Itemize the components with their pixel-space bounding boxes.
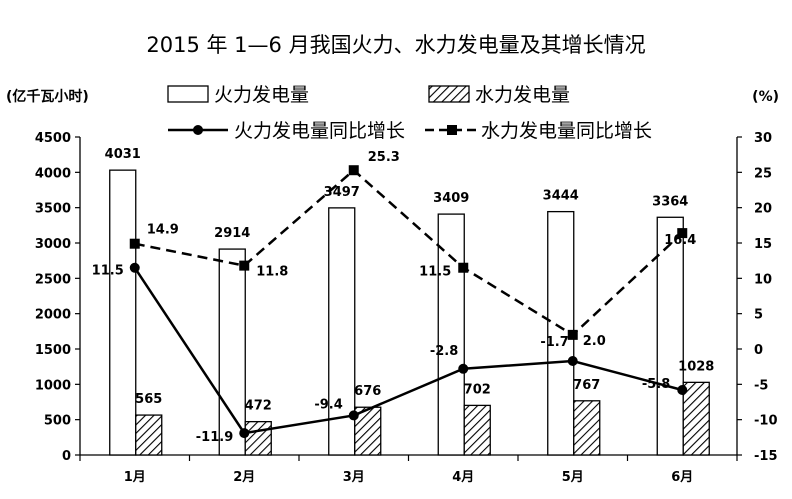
data-label-hydro-output: 767 [573,378,600,393]
data-label-thermal-output: 3444 [543,189,579,204]
legend-item-hydro-output: 水力发电量 [428,84,570,106]
x-tick-label: 1月 [124,470,146,485]
legend-label-thermal-growth: 火力发电量同比增长 [234,120,405,142]
data-label-hydro-output: 565 [135,392,162,407]
point-hydro-growth [348,165,359,176]
point-hydro-growth [129,238,140,249]
x-tick-label: 2月 [233,470,255,485]
right-tick-label: -5 [754,378,768,393]
right-tick-label: -10 [754,414,778,429]
right-tick-label: 15 [754,237,772,252]
x-tick-label: 6月 [671,470,693,485]
data-label-thermal-growth: -9.4 [314,397,342,412]
point-thermal-growth [129,262,140,273]
data-label-hydro-output: 702 [464,382,491,397]
data-label-hydro-growth: 11.5 [419,265,451,280]
data-label-thermal-output: 3364 [652,194,688,209]
legend-item-thermal-output: 火力发电量 [167,84,309,106]
bar-hydro-output [573,400,601,456]
data-label-hydro-growth: 16.4 [664,233,696,248]
left-tick-label: 500 [44,414,71,429]
right-tick-label: 5 [754,308,763,323]
right-axis-unit: (%) [752,89,779,105]
left-tick-label: 3500 [35,202,71,217]
data-label-hydro-growth: 11.8 [256,265,288,280]
line-thermal-growth [133,267,683,435]
legend-swatch-hatched [428,85,470,103]
bar-hydro-output [354,406,382,456]
point-hydro-growth [567,329,578,340]
data-label-hydro-output: 472 [245,399,272,414]
legend-marker-square [447,125,457,135]
bar-thermal-output [328,207,356,456]
legend-label-hydro-growth: 水力发电量同比增长 [481,120,652,142]
chart-title: 2015 年 1—6 月我国火力、水力发电量及其增长情况 [146,33,645,57]
data-label-thermal-growth: -2.8 [430,344,458,359]
data-label-hydro-growth: 14.9 [147,223,179,238]
point-thermal-growth [567,356,578,367]
right-tick-label: 25 [754,166,772,181]
legend-item-thermal-growth: 火力发电量同比增长 [168,120,405,142]
left-tick-label: 4000 [35,166,71,181]
right-tick-label: 10 [754,272,772,287]
left-tick-label: 3000 [35,237,71,252]
bar-thermal-output [109,169,137,456]
x-tick-label: 5月 [562,470,584,485]
legend-marker-circle [193,125,203,135]
data-label-hydro-output: 1028 [678,359,714,374]
left-tick-label: 1000 [35,378,71,393]
point-thermal-growth [458,363,469,374]
point-hydro-growth [239,260,250,271]
bar-hydro-output [135,414,163,456]
line-hydro-growth [134,168,684,337]
legend: 火力发电量 水力发电量 火力发电量同比增长 水力发电量同比增长 [167,84,652,142]
data-label-thermal-growth: 11.5 [92,264,124,279]
data-label-thermal-growth: -11.9 [196,430,233,445]
data-label-thermal-growth: -1.7 [540,335,568,350]
point-thermal-growth [348,410,359,421]
point-thermal-growth [239,428,250,439]
bar-hydro-output [463,404,491,456]
bar-thermal-output [437,213,465,456]
left-tick-label: 1500 [35,343,71,358]
bar-thermal-output [218,248,246,456]
data-label-thermal-output: 3409 [433,191,469,206]
bar-hydro-output [244,420,272,456]
right-tick-label: 30 [754,131,772,146]
point-hydro-growth [458,262,469,273]
legend-item-hydro-growth: 水力发电量同比增长 [425,120,652,142]
left-tick-label: 0 [62,449,71,464]
point-hydro-growth [677,228,688,239]
left-tick-label: 2500 [35,272,71,287]
bar-hydro-output [682,381,710,456]
data-label-hydro-growth: 25.3 [368,150,400,165]
legend-label-thermal-output: 火力发电量 [214,84,309,106]
data-label-thermal-output: 4031 [105,147,141,162]
data-label-thermal-output: 2914 [214,226,250,241]
point-thermal-growth [677,384,688,395]
legend-swatch-hollow [167,85,209,103]
data-label-hydro-output: 676 [354,384,381,399]
left-tick-label: 2000 [35,308,71,323]
data-label-hydro-growth: 2.0 [583,334,606,349]
plot-area: 0 500 1000 1500 2000 2500 3000 3500 4000 4500 -15 -… [35,131,778,485]
right-tick-label: 0 [754,343,763,358]
x-tick-label: 4月 [452,470,474,485]
left-axis-unit: (亿千瓦小时) [6,88,89,105]
data-label-thermal-growth: -5.8 [642,377,670,392]
x-tick-label: 3月 [343,470,365,485]
bar-thermal-output [656,216,684,456]
right-tick-label: 20 [754,202,772,217]
right-tick-label: -15 [754,449,778,464]
left-tick-label: 4500 [35,131,71,146]
data-label-thermal-output: 3497 [324,185,360,200]
legend-label-hydro-output: 水力发电量 [475,84,570,106]
